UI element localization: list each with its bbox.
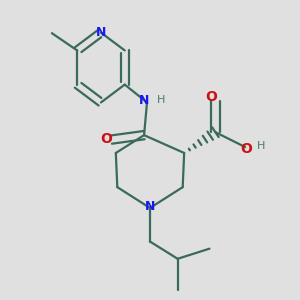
Text: N: N	[145, 200, 155, 213]
Text: O: O	[100, 132, 112, 146]
Text: N: N	[139, 94, 149, 107]
Text: N: N	[96, 26, 106, 39]
Text: H: H	[257, 141, 266, 151]
Text: O: O	[240, 142, 252, 155]
Text: H: H	[157, 95, 166, 105]
Text: O: O	[206, 90, 218, 104]
